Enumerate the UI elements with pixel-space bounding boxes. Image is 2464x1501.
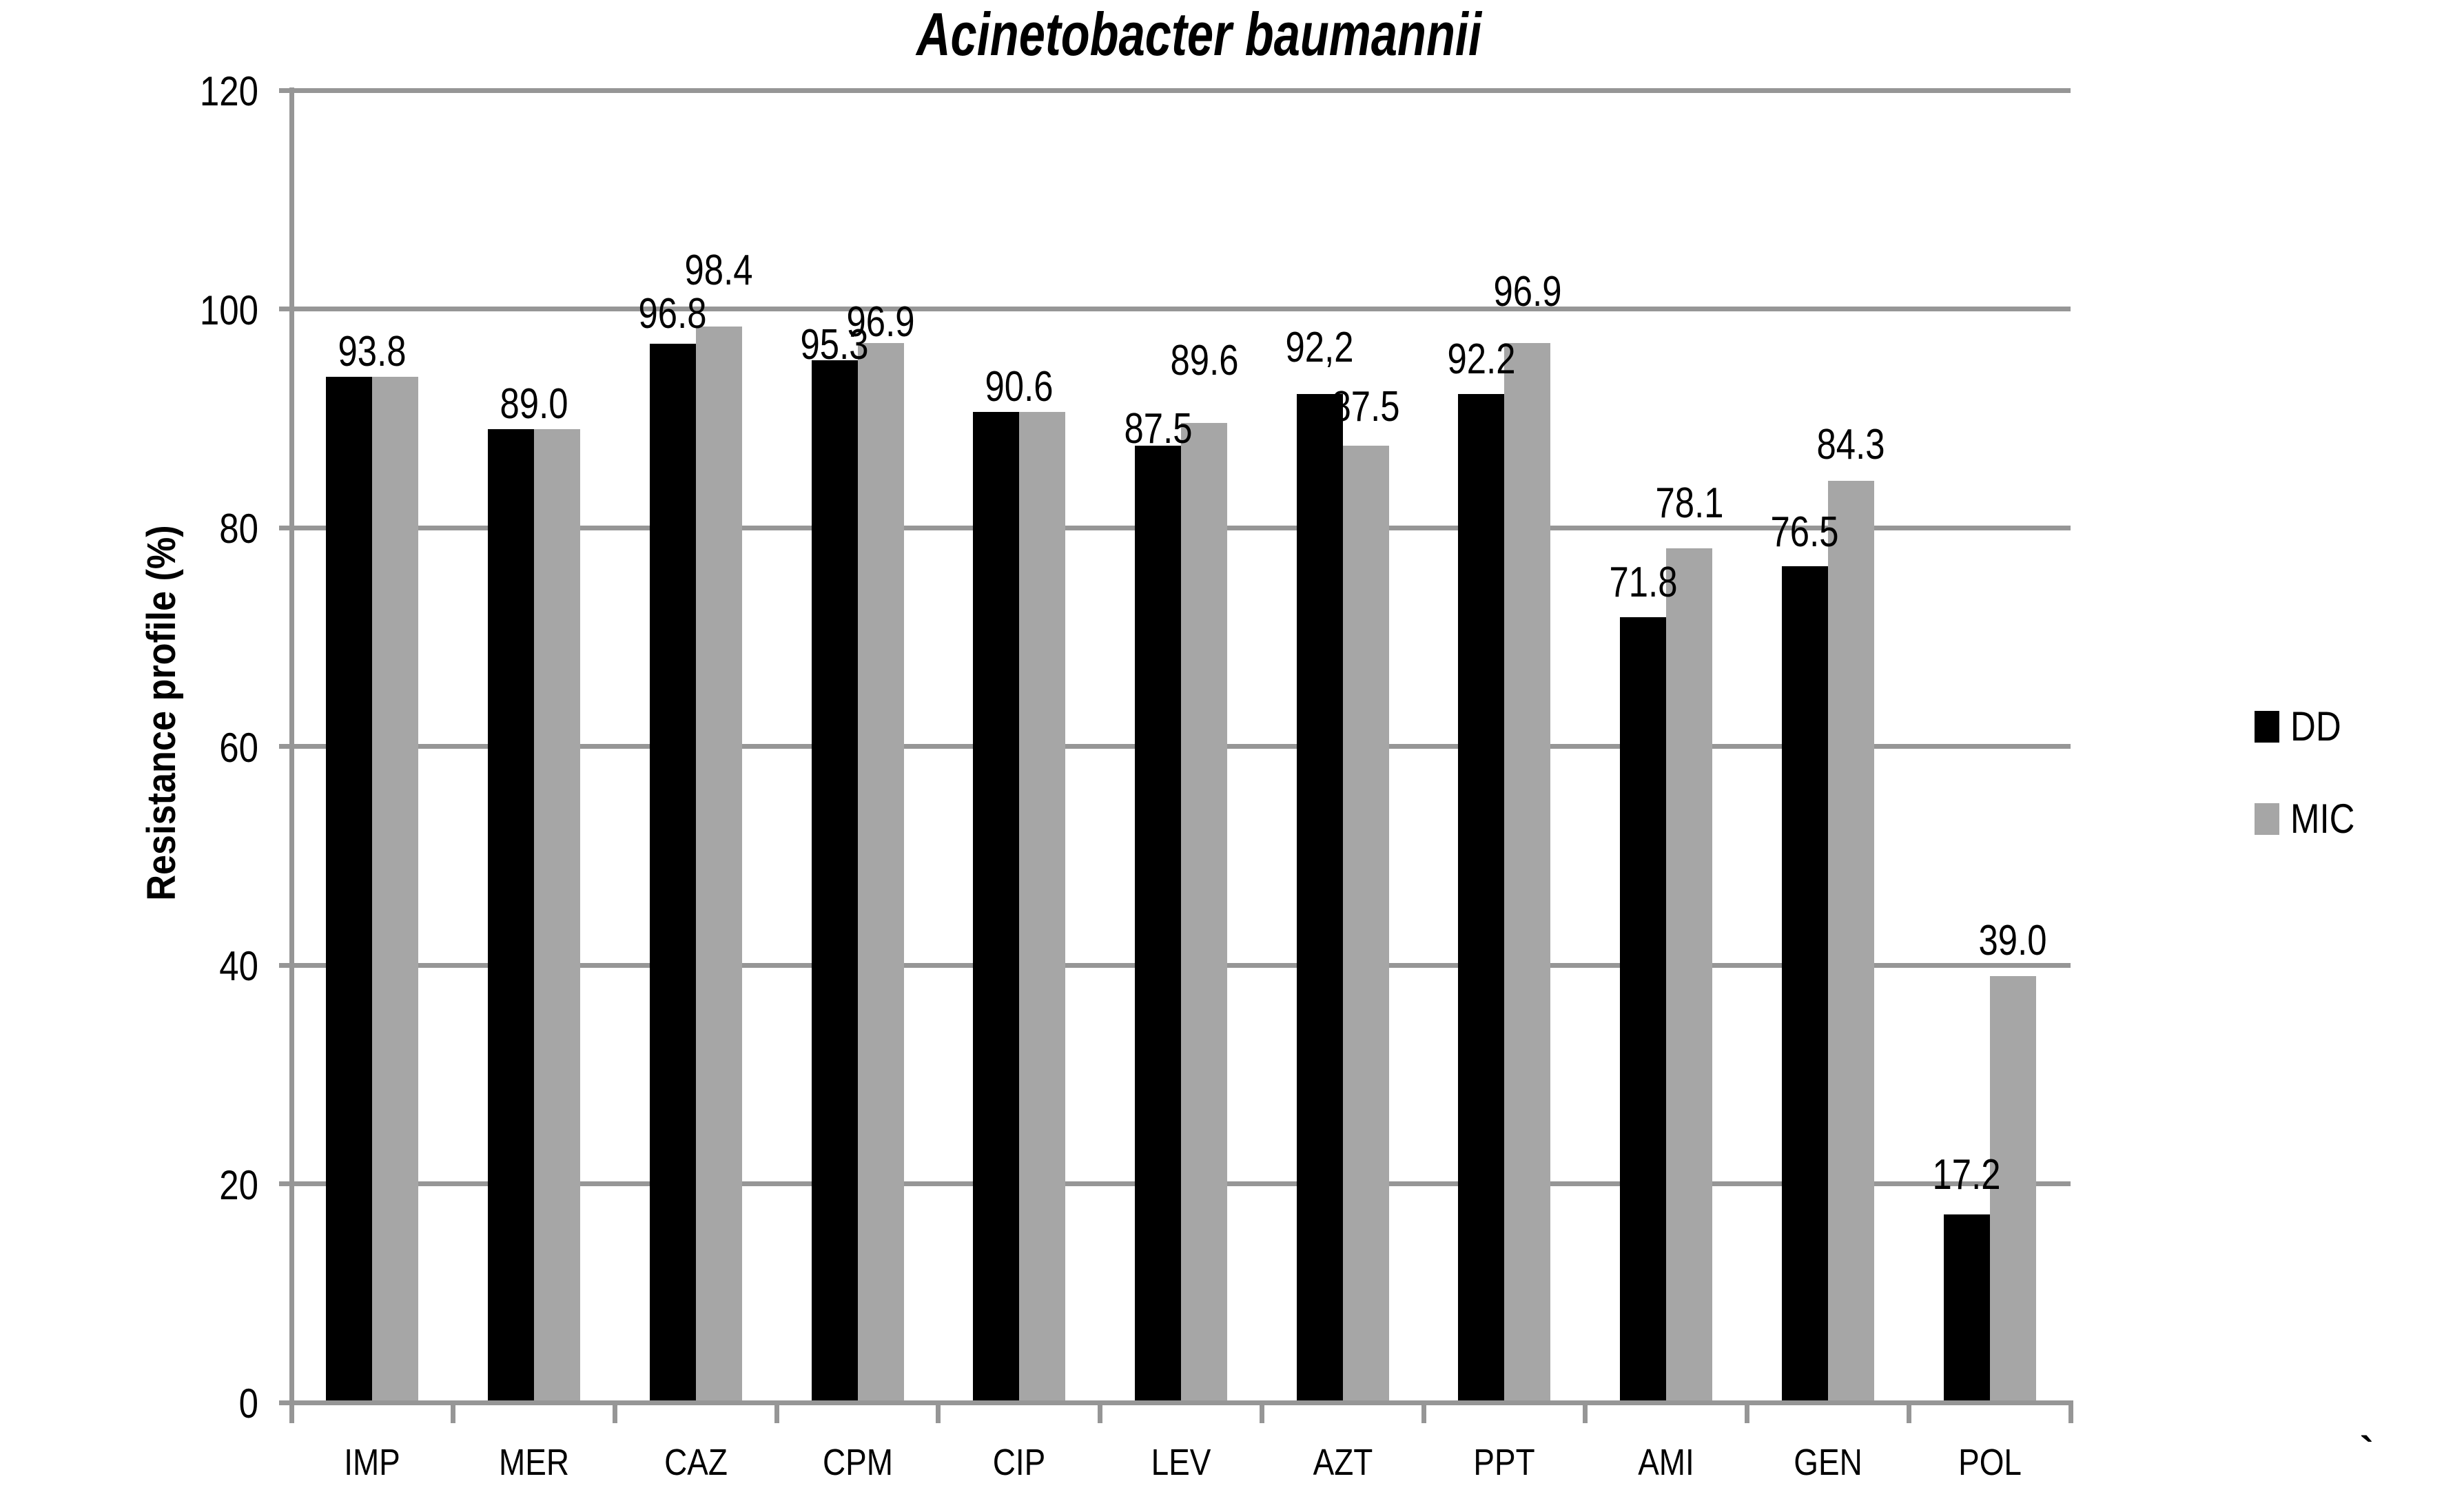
gridline-120 <box>291 87 2071 93</box>
y-axis-line <box>289 87 294 1405</box>
bar-dd-CIP <box>973 411 1020 1402</box>
y-tick-60 <box>279 744 291 749</box>
y-tick-80 <box>279 525 291 530</box>
bar-dd-AMI <box>1620 617 1667 1402</box>
x-label-IMP: IMP <box>344 1442 401 1483</box>
x-label-AZT: AZT <box>1313 1442 1373 1483</box>
data-label-dd-PPT: 92.2 <box>1447 335 1516 384</box>
legend-label-mic: MIC <box>2290 796 2355 842</box>
x-label-CPM: CPM <box>822 1442 893 1483</box>
data-label-mic-LEV: 89.6 <box>1170 336 1238 384</box>
legend-swatch-dd-icon <box>2255 711 2279 743</box>
legend-swatch-mic-icon <box>2255 803 2279 835</box>
data-label-mic-POL: 39.0 <box>1978 916 2047 964</box>
legend: DD MIC <box>2255 706 2366 840</box>
data-label-mic-PPT: 96.9 <box>1493 267 1562 315</box>
y-tick-20 <box>279 1181 291 1186</box>
x-label-CIP: CIP <box>993 1442 1046 1483</box>
bar-dd-GEN <box>1781 566 1828 1402</box>
data-label-dd-CPM: 95.3 <box>800 321 869 369</box>
bar-dd-LEV <box>1135 445 1181 1402</box>
data-label-mic-CAZ: 98.4 <box>684 246 753 294</box>
bar-mic-GEN <box>1827 480 1874 1402</box>
x-tick-1 <box>451 1402 456 1423</box>
data-label-dd-AMI: 71.8 <box>1609 559 1678 607</box>
legend-label-dd: DD <box>2290 703 2341 749</box>
y-tick-label-40: 40 <box>219 943 258 989</box>
data-label-dd-GEN: 76.5 <box>1770 508 1839 556</box>
legend-item-dd: DD <box>2255 706 2366 747</box>
x-tick-0 <box>289 1402 294 1423</box>
gridline-100 <box>291 307 2071 311</box>
x-label-PPT: PPT <box>1473 1442 1536 1483</box>
x-tick-3 <box>774 1402 779 1423</box>
x-tick-5 <box>1098 1402 1103 1423</box>
bar-mic-AZT <box>1342 445 1389 1402</box>
bar-dd-PPT <box>1458 394 1505 1402</box>
x-tick-8 <box>1583 1402 1588 1423</box>
data-label-dd-AZT: 92,2 <box>1285 324 1354 372</box>
x-tick-7 <box>1421 1402 1426 1423</box>
x-tick-9 <box>1745 1402 1750 1423</box>
y-tick-label-80: 80 <box>219 506 258 552</box>
bar-dd-CAZ <box>649 344 696 1402</box>
y-tick-label-0: 0 <box>238 1380 258 1427</box>
bar-mic-CIP <box>1019 411 1066 1402</box>
y-tick-100 <box>279 307 291 311</box>
data-label-dd-POL: 17.2 <box>1932 1150 2001 1199</box>
stray-tick-mark: ` <box>2360 1429 2374 1475</box>
x-tick-4 <box>936 1402 941 1423</box>
data-label-mic-CPM: 96.9 <box>846 298 915 346</box>
x-tick-10 <box>1906 1402 1911 1423</box>
x-label-GEN: GEN <box>1794 1442 1862 1483</box>
bar-dd-AZT <box>1296 394 1343 1402</box>
bar-mic-MER <box>534 429 581 1402</box>
x-label-AMI: AMI <box>1638 1442 1694 1483</box>
x-axis-line <box>289 1400 2073 1405</box>
y-tick-label-100: 100 <box>199 287 258 333</box>
y-tick-label-20: 20 <box>219 1161 258 1208</box>
bar-mic-IMP <box>372 376 419 1402</box>
data-label-dd-LEV: 87.5 <box>1124 404 1192 453</box>
bar-mic-AMI <box>1666 548 1713 1402</box>
bar-mic-CPM <box>857 342 904 1402</box>
y-tick-label-60: 60 <box>219 724 258 771</box>
bar-dd-POL <box>1943 1214 1990 1402</box>
y-tick-label-120: 120 <box>199 68 258 114</box>
x-label-CAZ: CAZ <box>664 1442 728 1483</box>
legend-item-mic: MIC <box>2255 798 2366 840</box>
y-tick-40 <box>279 962 291 968</box>
bar-mic-CAZ <box>695 326 742 1402</box>
x-tick-6 <box>1259 1402 1264 1423</box>
bar-dd-CPM <box>811 360 858 1402</box>
data-label-MER: 89.0 <box>500 380 568 428</box>
x-tick-2 <box>612 1402 617 1423</box>
y-tick-0 <box>279 1400 291 1405</box>
bar-mic-LEV <box>1181 422 1227 1402</box>
data-label-mic-AMI: 78.1 <box>1655 479 1724 528</box>
data-label-IMP: 93.8 <box>338 327 407 375</box>
bar-mic-PPT <box>1504 342 1551 1402</box>
data-label-mic-AZT: 87.5 <box>1331 382 1400 431</box>
y-tick-120 <box>279 87 291 93</box>
x-tick-11 <box>2068 1402 2073 1423</box>
bar-mic-POL <box>1989 975 2036 1402</box>
chart-title: Acinetobacter baumannii <box>916 0 1482 68</box>
data-label-dd-CAZ: 96.8 <box>638 290 707 338</box>
x-label-LEV: LEV <box>1151 1442 1211 1483</box>
data-label-mic-GEN: 84.3 <box>1816 420 1885 468</box>
data-label-CIP: 90.6 <box>985 362 1054 411</box>
x-label-MER: MER <box>499 1442 570 1483</box>
x-label-POL: POL <box>1958 1442 2022 1483</box>
bar-dd-IMP <box>326 376 373 1402</box>
bar-dd-MER <box>488 429 535 1402</box>
